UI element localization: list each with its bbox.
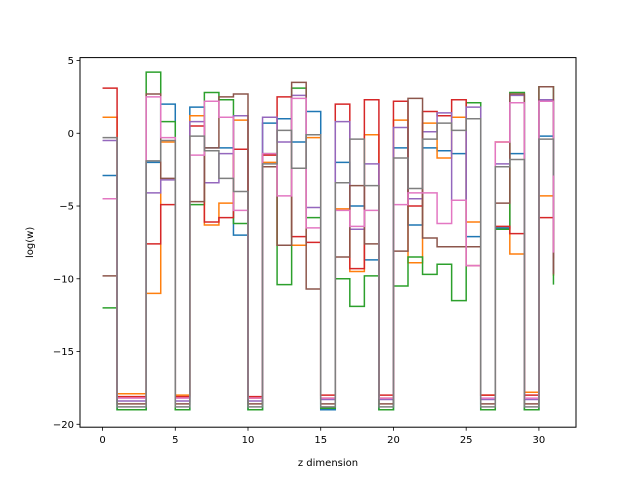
x-tick-label: 20 [387, 435, 400, 446]
plot-frame [79, 57, 577, 428]
series-line-3 [102, 71, 555, 411]
series-line-8 [102, 117, 555, 408]
plot-lines [102, 71, 555, 411]
x-tick-label: 30 [533, 435, 546, 446]
x-tick-label: 25 [460, 435, 473, 446]
y-tick-label: −20 [53, 420, 74, 431]
x-axis-label: z dimension [298, 458, 358, 469]
series-line-1 [102, 103, 555, 411]
x-tick-label: 15 [314, 435, 327, 446]
series-line-6 [102, 81, 555, 405]
y-tick-label: −15 [53, 347, 74, 358]
y-axis-label: log(w) [25, 227, 36, 258]
y-tick-label: −5 [59, 202, 74, 213]
y-tick-label: 0 [68, 129, 74, 140]
x-tick-label: 10 [242, 435, 255, 446]
y-tick-label: −10 [53, 274, 74, 285]
x-tick-label: 5 [172, 435, 178, 446]
x-tick-label: 0 [99, 435, 105, 446]
x-axis: 0 5 10 15 20 25 30 [99, 427, 545, 446]
series-line-2 [102, 115, 555, 399]
series-line-4 [102, 87, 555, 398]
y-tick-label: 5 [68, 56, 74, 67]
y-axis: −20 −15 −10 −5 0 5 [53, 56, 80, 431]
